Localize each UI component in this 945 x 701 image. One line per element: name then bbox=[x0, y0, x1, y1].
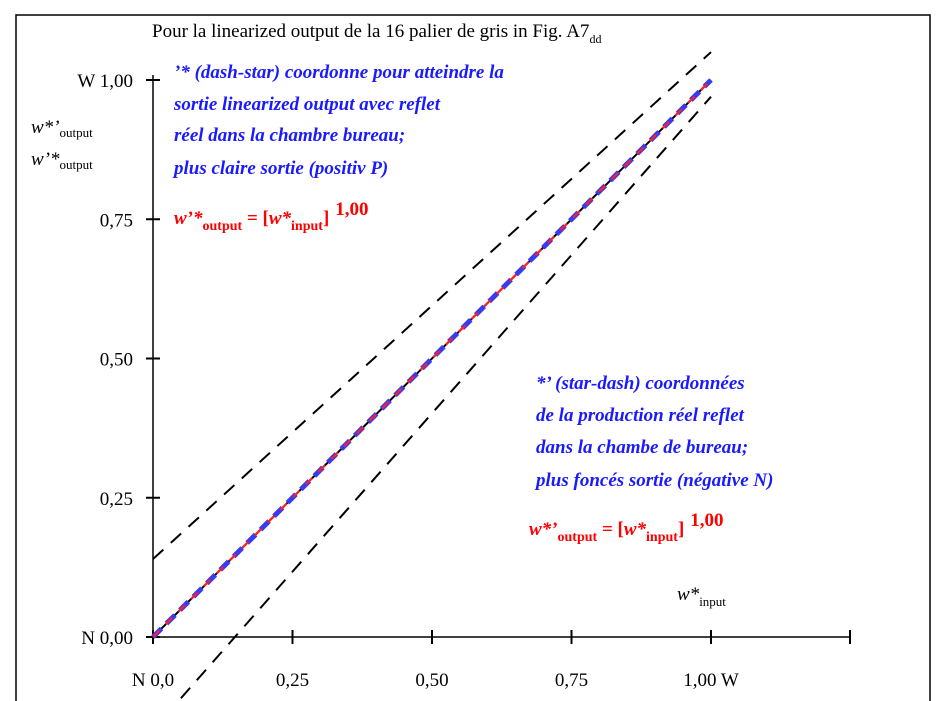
x-tick-label-1: 0,25 bbox=[276, 670, 309, 691]
formula-top: w’*output = [w*input] 1,00 bbox=[174, 199, 369, 234]
annotation-top-line-1: ’* (dash-star) coordonne pour atteindre … bbox=[174, 62, 504, 83]
x-tick-label-3: 0,75 bbox=[555, 670, 588, 691]
y-axis-label-1: w*’output bbox=[31, 117, 93, 140]
x-tick-label-2: 0,50 bbox=[415, 670, 448, 691]
formula-bottom: w*’output = [w*input] 1,00 bbox=[529, 510, 724, 545]
y-tick-label-4: W 1,00 bbox=[77, 71, 133, 92]
y-tick-label-0: N 0,00 bbox=[81, 628, 133, 649]
annotation-bottom: *’ (star-dash) coordonnées de la product… bbox=[529, 373, 773, 545]
x-tick-label-4: 1,00 W bbox=[683, 670, 739, 691]
annotation-top-line-4: plus claire sortie (positiv P) bbox=[172, 158, 388, 179]
annotation-bottom-line-1: *’ (star-dash) coordonnées bbox=[536, 373, 745, 394]
chart-title: Pour la linearized output de la 16 palie… bbox=[152, 21, 601, 46]
annotation-top: ’* (dash-star) coordonne pour atteindre … bbox=[172, 62, 504, 234]
chart-frame bbox=[15, 14, 931, 701]
y-tick-label-3: 0,75 bbox=[100, 210, 133, 231]
data-series bbox=[151, 51, 713, 699]
x-tick-label-0: N 0,0 bbox=[132, 670, 174, 691]
annotation-top-line-3: réel dans la chambre bureau; bbox=[174, 125, 405, 146]
annotation-top-line-2: sortie linearized output avec reflet bbox=[173, 94, 441, 115]
star-dash-curve bbox=[152, 79, 712, 638]
upper-tolerance-line bbox=[152, 51, 712, 560]
annotation-bottom-line-3: dans la chambe de bureau; bbox=[536, 437, 748, 458]
annotation-bottom-line-2: de la production réel reflet bbox=[536, 405, 745, 426]
x-axis-label: w*input bbox=[677, 584, 726, 609]
y-tick-label-1: 0,25 bbox=[100, 489, 133, 510]
y-tick-label-2: 0,50 bbox=[100, 350, 133, 371]
y-axis-label-2: w’*output bbox=[31, 149, 93, 172]
lower-tolerance-line bbox=[180, 96, 712, 699]
annotation-bottom-line-4: plus foncés sortie (négative N) bbox=[534, 470, 773, 491]
axis-ticks: N 0,00 0,25 0,50 0,75 W 1,00 N 0,0 0,25 0,50 0,7… bbox=[77, 71, 851, 691]
dash-star-curve bbox=[151, 78, 713, 639]
